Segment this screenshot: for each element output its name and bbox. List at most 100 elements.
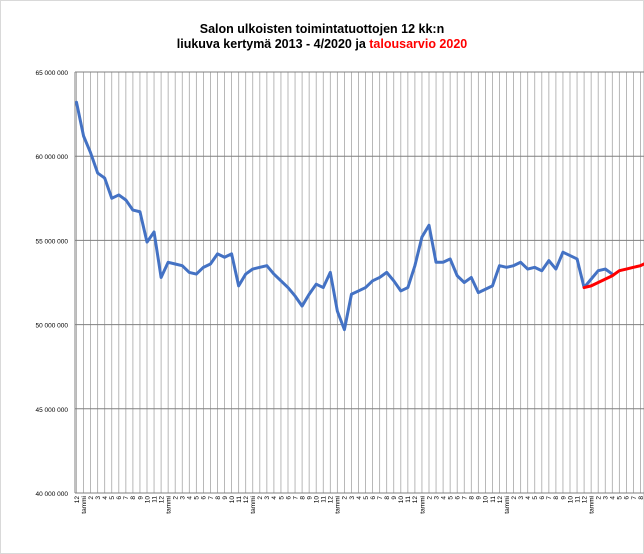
y-tick-label: 50 000 000	[35, 323, 68, 330]
horizontal-gridlines	[74, 71, 644, 494]
x-tick-label: 10	[144, 496, 151, 504]
x-tick-label: 6	[539, 496, 546, 500]
x-tick-label: 5	[447, 496, 454, 500]
x-tick-label: 4	[102, 496, 109, 500]
x-tick-label: 6	[116, 496, 123, 500]
x-tick-label: 5	[194, 496, 201, 500]
x-tick-label: 3	[518, 496, 525, 500]
x-tick-label: 6	[285, 496, 292, 500]
x-tick-label: 2	[596, 496, 603, 500]
x-tick-label: 11	[151, 496, 158, 503]
x-tick-label: 2	[426, 496, 433, 500]
chart-title: Salon ulkoisten toimintatuottojen 12 kk:…	[0, 22, 644, 52]
x-tick-label: 6	[624, 496, 631, 500]
x-tick-label: 12	[581, 496, 588, 504]
y-tick-label: 40 000 000	[35, 491, 68, 498]
x-tick-label: 6	[455, 496, 462, 500]
x-tick-label: 9	[476, 496, 483, 500]
x-tick-label: 9	[137, 496, 144, 500]
budget-series-line	[582, 262, 644, 290]
x-tick-label: tammi	[81, 496, 88, 514]
x-tick-label: 5	[278, 496, 285, 500]
x-tick-label: tammi	[419, 496, 426, 514]
x-tick-label: 7	[292, 496, 299, 500]
x-tick-label: 8	[215, 496, 222, 500]
chart-title-line-2-prefix: liukuva kertymä 2013 - 4/2020 ja	[176, 37, 366, 51]
x-tick-label: 12	[412, 496, 419, 504]
x-tick-label: 7	[462, 496, 469, 500]
x-tick-label: 8	[469, 496, 476, 500]
x-tick-label: 5	[109, 496, 116, 500]
x-tick-label: 2	[342, 496, 349, 500]
x-tick-label: 9	[391, 496, 398, 500]
actual-series-line	[75, 100, 614, 332]
x-tick-label: 5	[363, 496, 370, 500]
x-tick-label: tammi	[335, 496, 342, 514]
x-tick-label: 11	[321, 496, 328, 503]
x-tick-label: 2	[88, 496, 95, 500]
x-tick-label: 12	[243, 496, 250, 504]
x-tick-label: 9	[306, 496, 313, 500]
x-tick-label: 2	[257, 496, 264, 500]
x-tick-label: 12	[158, 496, 165, 504]
y-tick-label: 55 000 000	[35, 238, 68, 245]
x-tick-label: 4	[610, 496, 617, 500]
x-tick-label: 3	[603, 496, 610, 500]
x-tick-label: 8	[384, 496, 391, 500]
x-tick-label: 3	[433, 496, 440, 500]
x-tick-label: 11	[405, 496, 412, 503]
x-tick-label: 7	[631, 496, 638, 500]
x-tick-label: 3	[180, 496, 187, 500]
x-tick-label: tammi	[250, 496, 257, 514]
chart-title-line-2: liukuva kertymä 2013 - 4/2020 ja talousa…	[0, 37, 644, 52]
x-tick-label: 12	[497, 496, 504, 504]
vertical-gridlines	[76, 72, 641, 493]
x-tick-label: 9	[222, 496, 229, 500]
x-tick-label: 3	[349, 496, 356, 500]
y-tick-label: 65 000 000	[35, 70, 68, 77]
x-axis-tick-labels: 12 tammi 2 3 4 5 6 7 8 9 10 11 12 tammi 2 3 4 5 6 7 8 9 10 11 12…	[74, 496, 644, 514]
x-tick-label: 7	[208, 496, 215, 500]
y-tick-label: 45 000 000	[35, 407, 68, 414]
x-tick-label: 3	[95, 496, 102, 500]
x-tick-label: 10	[567, 496, 574, 504]
x-tick-label: 8	[553, 496, 560, 500]
x-tick-label: 4	[440, 496, 447, 500]
x-tick-label: 2	[173, 496, 180, 500]
x-tick-label: 12	[74, 496, 81, 504]
x-tick-label: 6	[370, 496, 377, 500]
x-tick-label: 10	[229, 496, 236, 504]
x-tick-label: tammi	[588, 496, 595, 514]
x-tick-label: 4	[271, 496, 278, 500]
x-tick-label: 8	[638, 496, 644, 500]
x-tick-label: 8	[299, 496, 306, 500]
x-tick-label: 12	[328, 496, 335, 504]
x-tick-label: 4	[187, 496, 194, 500]
y-tick-label: 60 000 000	[35, 154, 68, 161]
x-tick-label: 5	[617, 496, 624, 500]
x-tick-label: 8	[130, 496, 137, 500]
x-tick-label: 2	[511, 496, 518, 500]
x-tick-label: 5	[532, 496, 539, 500]
x-tick-label: tammi	[504, 496, 511, 514]
x-tick-label: 10	[314, 496, 321, 504]
x-tick-label: 9	[560, 496, 567, 500]
x-tick-label: 4	[525, 496, 532, 500]
x-tick-label: 6	[201, 496, 208, 500]
chart-title-highlight: talousarvio 2020	[369, 37, 468, 51]
x-tick-label: 11	[236, 496, 243, 503]
x-tick-label: 4	[356, 496, 363, 500]
x-tick-label: 7	[546, 496, 553, 500]
x-tick-label: 7	[377, 496, 384, 500]
x-tick-label: 3	[264, 496, 271, 500]
x-tick-label: 10	[398, 496, 405, 504]
chart-title-line-1: Salon ulkoisten toimintatuottojen 12 kk:…	[199, 22, 445, 36]
x-tick-label: 7	[123, 496, 130, 500]
x-tick-label: 10	[483, 496, 490, 504]
x-tick-label: tammi	[165, 496, 172, 514]
x-tick-label: 11	[490, 496, 497, 503]
y-axis-tick-labels: 40 000 000 45 000 000 50 000 000 55 000 000…	[35, 70, 68, 498]
x-tick-label: 11	[574, 496, 581, 503]
